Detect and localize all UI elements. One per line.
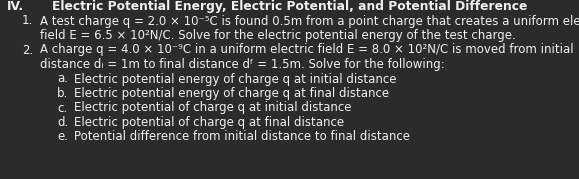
Text: Electric Potential Energy, Electric Potential, and Potential Difference: Electric Potential Energy, Electric Pote… xyxy=(52,0,527,13)
Text: Electric potential of charge q at initial distance: Electric potential of charge q at initia… xyxy=(74,101,351,115)
Text: distance dᵢ = 1m to final distance dᶠ = 1.5m. Solve for the following:: distance dᵢ = 1m to final distance dᶠ = … xyxy=(40,58,445,71)
Text: 1.: 1. xyxy=(22,14,33,28)
Text: c.: c. xyxy=(57,101,67,115)
Text: Potential difference from initial distance to final distance: Potential difference from initial distan… xyxy=(74,130,410,144)
Text: A charge q = 4.0 × 10⁻⁹C in a uniform electric field E = 8.0 × 10²N/C is moved f: A charge q = 4.0 × 10⁻⁹C in a uniform el… xyxy=(40,43,574,57)
Text: d.: d. xyxy=(57,116,68,129)
Text: Electric potential of charge q at final distance: Electric potential of charge q at final … xyxy=(74,116,344,129)
Text: a.: a. xyxy=(57,72,68,86)
Text: Electric potential energy of charge q at final distance: Electric potential energy of charge q at… xyxy=(74,87,389,100)
Text: Electric potential energy of charge q at initial distance: Electric potential energy of charge q at… xyxy=(74,72,397,86)
Text: field E = 6.5 × 10²N/C. Solve for the electric potential energy of the test char: field E = 6.5 × 10²N/C. Solve for the el… xyxy=(40,29,516,42)
Text: IV.: IV. xyxy=(7,0,24,13)
Text: b.: b. xyxy=(57,87,68,100)
Text: 2.: 2. xyxy=(22,43,33,57)
Text: A test charge q = 2.0 × 10⁻⁵C is found 0.5m from a point charge that creates a u: A test charge q = 2.0 × 10⁻⁵C is found 0… xyxy=(40,14,579,28)
Text: e.: e. xyxy=(57,130,68,144)
